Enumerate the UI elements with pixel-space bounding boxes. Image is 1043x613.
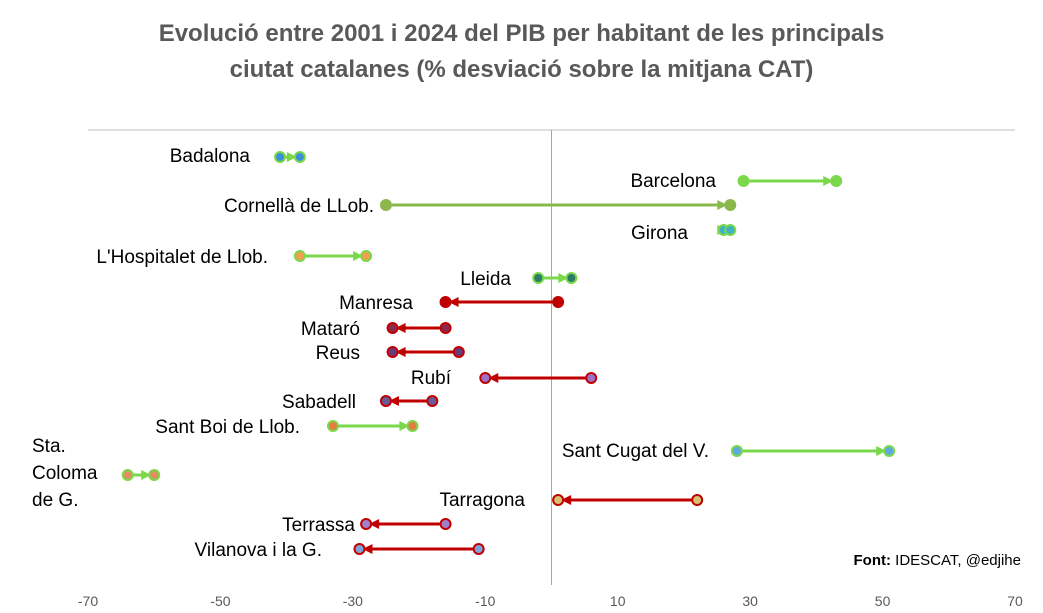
city-dot-2024 xyxy=(386,346,399,358)
city-label: Sta. xyxy=(32,436,66,457)
city-dot-2001 xyxy=(439,322,452,334)
city-arrowhead xyxy=(558,273,569,283)
city-arrowhead xyxy=(876,446,887,456)
city-dot-2024 xyxy=(830,175,843,187)
city-label: L'Hospitalet de Llob. xyxy=(96,247,268,268)
x-tick-label: 30 xyxy=(742,593,758,609)
city-arrowhead xyxy=(488,373,499,383)
city-label: Lleida xyxy=(460,269,511,290)
city-dot-2001 xyxy=(691,494,704,506)
city-label: Rubí xyxy=(411,368,452,389)
city-arrowhead xyxy=(388,396,399,406)
city-arrowhead xyxy=(395,347,406,357)
city-dot-2001 xyxy=(379,199,392,211)
city-dot-2024 xyxy=(360,250,373,262)
x-tick-label: -70 xyxy=(78,593,98,609)
city-dot-2024 xyxy=(724,224,737,236)
city-label: de G. xyxy=(32,490,78,511)
city-dot-2024 xyxy=(439,296,452,308)
city-dot-2024 xyxy=(565,272,578,284)
city-arrowhead xyxy=(141,470,152,480)
source-value: IDESCAT, @edjihe xyxy=(895,552,1021,569)
city-dot-2024 xyxy=(360,518,373,530)
city-dot-2024 xyxy=(148,469,161,481)
city-label: Mataró xyxy=(301,319,360,340)
city-dot-2001 xyxy=(532,272,545,284)
city-dot-2001 xyxy=(121,469,134,481)
x-tick-label: 50 xyxy=(875,593,891,609)
city-dot-2024 xyxy=(379,395,392,407)
x-tick-label: -50 xyxy=(210,593,230,609)
city-label: Vilanova i la G. xyxy=(195,540,322,561)
city-dot-2024 xyxy=(883,445,896,457)
city-arrowhead xyxy=(395,323,406,333)
city-arrowhead xyxy=(286,152,297,162)
city-dot-2001 xyxy=(274,151,287,163)
city-label: Coloma xyxy=(32,463,98,484)
city-arrowhead xyxy=(823,176,834,186)
city-dot-2001 xyxy=(730,445,743,457)
city-arrowhead xyxy=(448,297,459,307)
city-dot-2001 xyxy=(737,175,750,187)
city-label: Badalona xyxy=(170,146,251,167)
city-dot-2024 xyxy=(386,322,399,334)
source-note: Font: IDESCAT, @edjihe xyxy=(854,552,1022,569)
chart-title-line-1: Evolució entre 2001 i 2024 del PIB per h… xyxy=(158,20,885,47)
city-dot-2001 xyxy=(426,395,439,407)
city-arrowhead xyxy=(369,519,380,529)
city-arrowhead xyxy=(717,200,728,210)
city-dot-2001 xyxy=(326,420,339,432)
city-arrowhead xyxy=(561,495,572,505)
city-dot-2001 xyxy=(585,372,598,384)
source-label: Font: xyxy=(853,552,891,569)
city-dot-2001 xyxy=(552,296,565,308)
city-arrowhead xyxy=(362,544,373,554)
city-dot-2024 xyxy=(724,199,737,211)
city-dot-2024 xyxy=(552,494,565,506)
city-dot-2001 xyxy=(472,543,485,555)
city-label: Terrassa xyxy=(282,515,355,536)
chart-title: Evolució entre 2001 i 2024 del PIB per h… xyxy=(0,16,1043,88)
x-tick-label: 10 xyxy=(610,593,626,609)
city-arrowhead xyxy=(399,421,410,431)
city-label: Sant Cugat del V. xyxy=(562,441,709,462)
city-label: Girona xyxy=(631,223,688,244)
chart-title-line-2: ciutat catalanes (% desviació sobre la m… xyxy=(229,56,814,83)
x-tick-label: -10 xyxy=(475,593,495,609)
city-dot-2001 xyxy=(439,518,452,530)
x-tick-label: 70 xyxy=(1007,593,1023,609)
city-label: Barcelona xyxy=(630,171,716,192)
city-dot-2024 xyxy=(353,543,366,555)
city-label: Sabadell xyxy=(282,392,356,413)
city-dot-2024 xyxy=(406,420,419,432)
city-label: Sant Boi de Llob. xyxy=(155,417,300,438)
city-dot-2001 xyxy=(293,250,306,262)
city-arrowhead xyxy=(353,251,364,261)
city-label: Cornellà de LLob. xyxy=(224,196,374,217)
city-dot-2001 xyxy=(452,346,465,358)
city-label: Tarragona xyxy=(439,490,525,511)
city-dot-2024 xyxy=(293,151,306,163)
city-label: Reus xyxy=(316,343,360,364)
x-tick-label: -30 xyxy=(343,593,363,609)
city-dot-2024 xyxy=(479,372,492,384)
city-label: Manresa xyxy=(339,293,413,314)
